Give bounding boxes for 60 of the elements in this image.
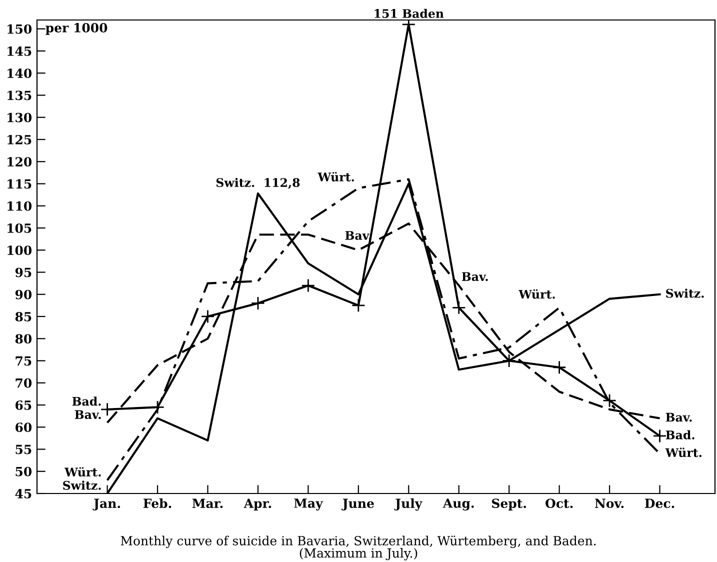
- text: Bav.: [666, 412, 692, 422]
- point: [402, 20, 416, 32]
- point: [502, 354, 516, 368]
- series-label: Switz.: [666, 288, 704, 298]
- y-tick-label: 115: [8, 179, 32, 189]
- text: Würt.: [64, 467, 101, 477]
- x-tick-label: Mar.: [192, 498, 223, 508]
- x-tick-label: July: [394, 498, 422, 511]
- x-tick-label: Oct.: [546, 498, 573, 508]
- point: [301, 278, 316, 292]
- point: [602, 394, 616, 408]
- y-tick-label: 140: [8, 68, 32, 78]
- point: [652, 429, 667, 443]
- y-tick-label: 130: [8, 112, 32, 122]
- point: [351, 298, 366, 312]
- y-tick-label: 95: [15, 268, 32, 278]
- point: [452, 300, 466, 315]
- x-tick-label: Nov.: [595, 498, 624, 508]
- x-tick-label: Sept.: [492, 498, 526, 510]
- y-tick-label: 55: [16, 444, 32, 454]
- annotation: 151 Baden: [374, 8, 444, 18]
- text: Bad.: [72, 396, 101, 406]
- x-tick-label: Apr.: [244, 498, 272, 510]
- x-tick-label: Jan.: [92, 498, 120, 510]
- y-tick-label: 90: [15, 290, 32, 300]
- x-tick-label: June: [341, 498, 374, 510]
- annotation: Würt.: [318, 172, 354, 182]
- x-tick-label: Dec.: [644, 498, 674, 508]
- y-tick-label: 50: [16, 466, 32, 476]
- y-tick-label: 65: [16, 400, 32, 410]
- annotation: Bav.: [74, 410, 101, 420]
- text: Switz.: [63, 480, 101, 490]
- y-tick-label: 125: [8, 134, 32, 144]
- y-tick-label: 75: [16, 356, 32, 366]
- y-tick-label: 145: [8, 46, 32, 56]
- series-label: Würt.: [665, 448, 702, 458]
- point: [100, 402, 114, 416]
- y-tick-label: 105: [8, 223, 32, 233]
- y-axis-title: per 1000: [46, 23, 108, 35]
- y-tick-label: 45: [15, 488, 32, 498]
- annotation: Würt.: [518, 289, 555, 299]
- x-tick-label: May: [294, 498, 324, 510]
- y-tick-label: 70: [16, 378, 32, 388]
- point: [552, 360, 566, 374]
- x-tick-label: Feb.: [144, 498, 172, 508]
- y-tick-label: 85: [15, 312, 32, 322]
- y-tick-label: 150: [8, 24, 32, 34]
- text: Monthly curve of suicide in Bavaria, Switzerland, Würtemberg, and Baden. (Maximum in July.): [120, 536, 596, 560]
- point: [200, 310, 215, 324]
- y-tick-label: 60: [16, 422, 32, 432]
- y-tick-label: 100: [8, 246, 32, 256]
- y-tick-label: 110: [8, 201, 32, 211]
- point: [251, 296, 265, 310]
- y-tick-label: 120: [8, 157, 32, 167]
- annotation: Switz. 112,8: [216, 178, 300, 189]
- y-tick-label: 80: [15, 334, 32, 344]
- annotation: Bav.: [462, 272, 488, 282]
- x-tick-label: Aug.: [442, 498, 474, 510]
- series-label: Bad.: [666, 430, 694, 440]
- y-tick-label: 135: [8, 90, 32, 100]
